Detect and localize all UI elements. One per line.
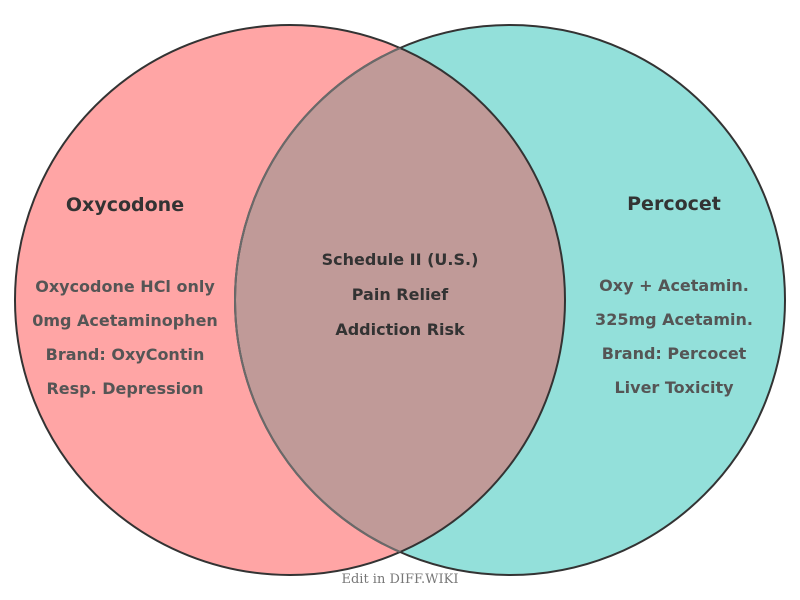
right-item: Brand: Percocet: [601, 344, 747, 363]
right-item: Liver Toxicity: [614, 378, 734, 397]
left-item: Brand: OxyContin: [45, 345, 205, 364]
right-title: Percocet: [627, 193, 721, 215]
right-item: 325mg Acetamin.: [595, 310, 753, 329]
left-item: 0mg Acetaminophen: [32, 311, 218, 330]
overlap-region: [235, 25, 565, 575]
left-title: Oxycodone: [65, 194, 185, 216]
overlap-item: Schedule II (U.S.): [321, 250, 479, 269]
overlap-item: Pain Relief: [351, 285, 449, 304]
overlap-item: Addiction Risk: [335, 320, 465, 339]
footer-link[interactable]: Edit in DIFF.WIKI: [341, 572, 459, 587]
right-item: Oxy + Acetamin.: [599, 276, 749, 295]
left-item: Resp. Depression: [46, 379, 204, 398]
left-item: Oxycodone HCl only: [35, 277, 215, 296]
